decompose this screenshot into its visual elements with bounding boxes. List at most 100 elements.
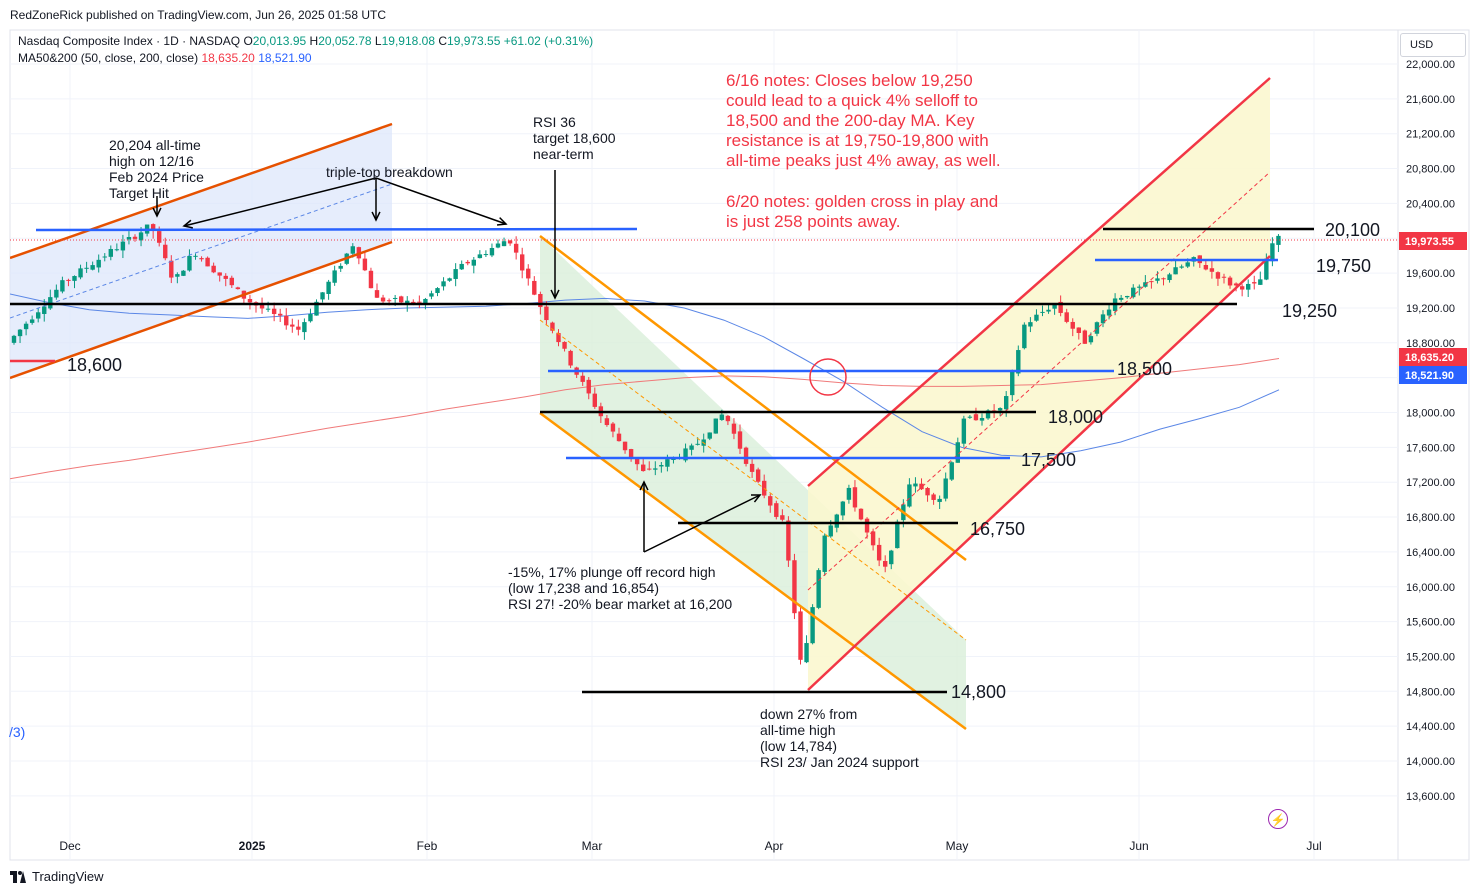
candle-body	[961, 418, 967, 444]
candle-body	[36, 312, 41, 319]
candle-body	[1088, 336, 1094, 343]
candle-body	[834, 514, 839, 528]
candle-body	[138, 232, 144, 241]
candle-body	[550, 322, 555, 331]
candle-body	[84, 267, 89, 269]
candle-body	[1058, 301, 1063, 313]
candle-body	[386, 300, 392, 302]
tradingview-logo-icon	[10, 870, 26, 883]
ohlc-low: L19,918.08	[374, 34, 435, 48]
candle-body	[628, 449, 634, 458]
candle-body	[864, 518, 870, 533]
x-tick-label: Apr	[765, 839, 784, 853]
candle-body	[368, 270, 374, 289]
candle-body	[1258, 279, 1263, 285]
candle-body	[495, 243, 501, 248]
candle-body	[332, 270, 337, 283]
candle-body	[1246, 283, 1251, 290]
candle-body	[108, 248, 113, 257]
candle-body	[610, 423, 616, 432]
note-6-16: could lead to a quick 4% selloff to	[726, 91, 978, 110]
candle-body	[919, 483, 924, 490]
candle-body	[840, 501, 846, 516]
y-tick-label: 15,200.00	[1406, 651, 1455, 663]
lightning-icon[interactable]: ⚡	[1268, 809, 1288, 829]
candle-body	[501, 241, 507, 247]
candle-body	[417, 301, 422, 303]
candle-body	[1252, 282, 1257, 284]
candle-body	[1167, 274, 1172, 281]
brand-name: TradingView	[32, 869, 104, 884]
x-tick-label: Dec	[59, 839, 80, 853]
candle-body	[707, 432, 712, 439]
candle-body	[1233, 283, 1239, 286]
candle-body	[828, 525, 833, 537]
price-badge	[1399, 366, 1467, 384]
candle-body	[60, 280, 65, 292]
currency-selector[interactable]: USD	[1400, 33, 1466, 57]
candle-body	[350, 246, 355, 254]
candle-body	[150, 224, 156, 231]
candle-body	[211, 265, 216, 273]
candle-body	[78, 268, 83, 278]
candle-body	[731, 423, 737, 434]
candle-body	[544, 306, 549, 321]
candle-body	[477, 254, 483, 259]
candle-body	[11, 335, 17, 343]
candle-body	[54, 289, 59, 298]
candle-body	[1270, 243, 1275, 262]
rsi36-annotation: RSI 36	[533, 114, 576, 130]
triple-top-arrow-3-head	[496, 217, 508, 226]
y-tick-label: 17,600.00	[1406, 442, 1455, 454]
yellow-channel-fill	[808, 78, 1270, 690]
candle-body	[895, 521, 900, 549]
y-tick-label: 13,600.00	[1406, 791, 1455, 803]
level-label: 14,800	[951, 682, 1006, 702]
candle-body	[102, 256, 107, 258]
x-tick-label: Mar	[582, 839, 603, 853]
candle-body	[405, 300, 410, 305]
ma-label[interactable]: MA50&200 (50, close, 200, close)	[18, 51, 199, 65]
candle-body	[380, 297, 386, 302]
candle-body	[1215, 272, 1221, 279]
candle-body	[907, 484, 912, 507]
candle-body	[846, 487, 852, 500]
candle-body	[532, 280, 537, 295]
candle-body	[1264, 258, 1269, 280]
candle-body	[973, 414, 979, 421]
y-tick-label: 18,000.00	[1406, 408, 1455, 420]
candle-body	[169, 260, 174, 278]
candle-body	[1022, 324, 1027, 349]
y-tick-label: 20,800.00	[1406, 164, 1455, 176]
candle-body	[979, 418, 985, 421]
candle-body	[1028, 322, 1033, 327]
candle-body	[314, 301, 319, 316]
ohlc-close: C19,973.55	[438, 34, 501, 48]
symbol-name[interactable]: Nasdaq Composite Index · 1D · NASDAQ	[18, 34, 241, 48]
candle-body	[749, 463, 755, 472]
candle-body	[1076, 327, 1081, 333]
candle-body	[399, 296, 404, 303]
candle-body	[641, 464, 646, 472]
price-badge-label: 18,635.20	[1405, 352, 1454, 364]
candle-body	[822, 535, 827, 572]
level-label: 18,600	[67, 355, 122, 375]
candle-body	[290, 324, 295, 327]
candle-body	[223, 275, 228, 279]
triple-top-arrow-1-head	[182, 219, 193, 229]
candle-body	[453, 269, 458, 279]
tradingview-brand[interactable]: TradingView	[10, 869, 104, 884]
candle-body	[193, 255, 198, 257]
candle-body	[72, 276, 77, 281]
candle-body	[483, 254, 489, 256]
falling-channel-lower	[539, 411, 967, 731]
level-label: 18,500	[1117, 359, 1172, 379]
candle-body	[114, 249, 120, 251]
y-tick-label: 20,400.00	[1406, 198, 1455, 210]
candle-body	[1040, 311, 1045, 313]
triple-top-annotation: triple-top breakdown	[326, 164, 453, 180]
ohlc-open: O20,013.95	[243, 34, 307, 48]
triple-top-arrow-3	[375, 177, 507, 225]
candle-body	[271, 308, 277, 315]
